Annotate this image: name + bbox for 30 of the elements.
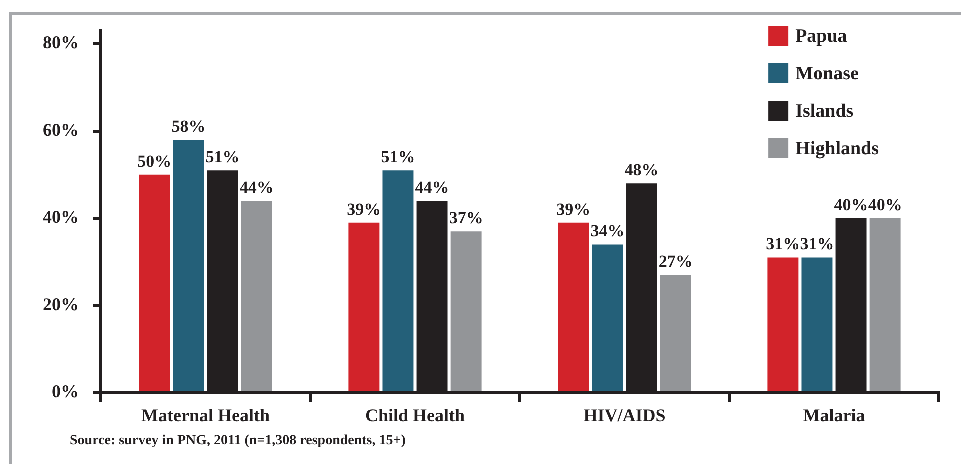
data-label: 31% xyxy=(800,234,834,254)
data-label: 37% xyxy=(449,208,484,228)
x-tick-label: Child Health xyxy=(365,405,466,426)
data-label: 58% xyxy=(172,116,206,136)
legend-label: Highlands xyxy=(796,138,880,160)
data-label: 40% xyxy=(834,195,868,214)
data-label: 34% xyxy=(590,222,625,241)
data-label: 31% xyxy=(766,234,800,254)
data-label: 44% xyxy=(415,178,450,197)
data-label: 39% xyxy=(347,200,382,219)
y-tick-label: 0% xyxy=(52,382,79,402)
x-tick-label: Malaria xyxy=(803,405,866,426)
data-label: 27% xyxy=(658,252,693,272)
x-tick-label: Maternal Health xyxy=(142,405,270,426)
legend-label: Islands xyxy=(796,100,854,122)
data-label: 50% xyxy=(138,152,172,171)
y-tick-label: 60% xyxy=(43,120,79,140)
legend-label: Papua xyxy=(796,26,848,47)
x-tick-label: HIV/AIDS xyxy=(584,405,666,426)
data-label: 51% xyxy=(381,147,416,166)
data-label: 51% xyxy=(206,147,240,166)
data-label: 48% xyxy=(624,160,659,180)
data-label: 39% xyxy=(556,200,591,219)
y-tick-label: 20% xyxy=(43,294,79,314)
y-tick-label: 80% xyxy=(43,32,79,53)
legend-label: Monase xyxy=(796,63,859,84)
y-tick-label: 40% xyxy=(43,207,79,228)
source-note: Source: survey in PNG, 2011 (n=1,308 respondents, 15+) xyxy=(70,434,406,449)
data-label: 44% xyxy=(240,178,274,197)
data-label: 40% xyxy=(868,195,902,214)
